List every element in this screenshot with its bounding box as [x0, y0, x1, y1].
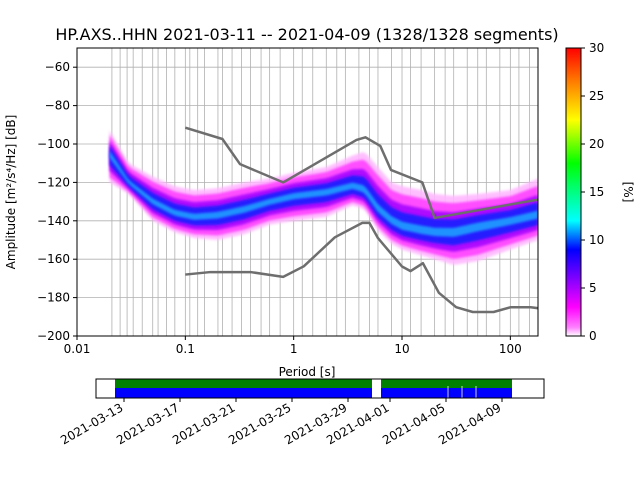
y-tick-label: −180	[37, 291, 70, 305]
y-tick-label: −120	[37, 175, 70, 189]
x-tick-label: 0.01	[64, 342, 91, 356]
availability-frame	[95, 378, 545, 399]
x-axis-ticks: 0.01 0.1 1 10 100	[64, 336, 522, 356]
colorbar-tick-label: 25	[589, 89, 604, 103]
y-axis-ticks: −60 −80 −100 −120 −140 −160 −180 −200	[37, 60, 77, 343]
colorbar-tick-label: 15	[589, 185, 604, 199]
date-axis-ticks: 2021-03-132021-03-172021-03-212021-03-25…	[58, 398, 504, 447]
psd-plot: 0.01 0.1 1 10 100 −60 −80 −100 −120 −140 −160 −180…	[4, 47, 539, 379]
x-tick-label: 1	[290, 342, 298, 356]
date-tick-label: 2021-04-05	[380, 400, 447, 447]
availability-top-bar	[115, 379, 372, 388]
y-axis-label: Amplitude [m²/s⁴/Hz] [dB]	[4, 115, 18, 270]
x-tick-label: 100	[499, 342, 522, 356]
colorbar-gradient	[565, 47, 582, 337]
x-tick-label: 10	[394, 342, 409, 356]
availability-bottom-bar	[381, 388, 512, 398]
availability-top-bar	[381, 379, 512, 388]
availability-bars	[115, 379, 512, 398]
psd-density	[109, 130, 538, 265]
date-tick-label: 2021-03-25	[226, 400, 293, 447]
x-tick-label: 0.1	[176, 342, 195, 356]
low-noise-model-line	[185, 221, 538, 314]
x-axis-label: Period [s]	[279, 365, 336, 379]
y-tick-label: −100	[37, 137, 70, 151]
y-tick-label: −60	[45, 60, 70, 74]
date-tick-label: 2021-03-13	[58, 400, 125, 447]
colorbar: 0 5 10 15 20 25 30 [%]	[565, 41, 635, 343]
colorbar-tick-label: 30	[589, 41, 604, 55]
colorbar-tick-label: 10	[589, 233, 604, 247]
y-tick-label: −140	[37, 214, 70, 228]
y-tick-label: −160	[37, 252, 70, 266]
colorbar-tick-label: 5	[589, 281, 597, 295]
high-noise-model-line	[184, 126, 538, 220]
chart-title: HP.AXS..HHN 2021-03-11 -- 2021-04-09 (13…	[55, 25, 558, 44]
y-tick-label: −80	[45, 99, 70, 113]
date-tick-label: 2021-04-09	[436, 400, 503, 447]
plot-frame	[76, 47, 539, 337]
y-tick-label: −200	[37, 329, 70, 343]
colorbar-tick-label: 0	[589, 329, 597, 343]
colorbar-label: [%]	[621, 182, 635, 203]
availability-strip: 2021-03-132021-03-172021-03-212021-03-25…	[58, 378, 545, 447]
date-tick-label: 2021-03-21	[170, 400, 237, 447]
noise-models	[184, 126, 538, 314]
psd-band-cyan	[109, 150, 538, 237]
colorbar-tick-label: 20	[589, 137, 604, 151]
availability-bottom-bar	[115, 388, 372, 398]
date-tick-label: 2021-03-17	[114, 400, 181, 447]
colorbar-ticks: 0 5 10 15 20 25 30	[581, 41, 604, 343]
